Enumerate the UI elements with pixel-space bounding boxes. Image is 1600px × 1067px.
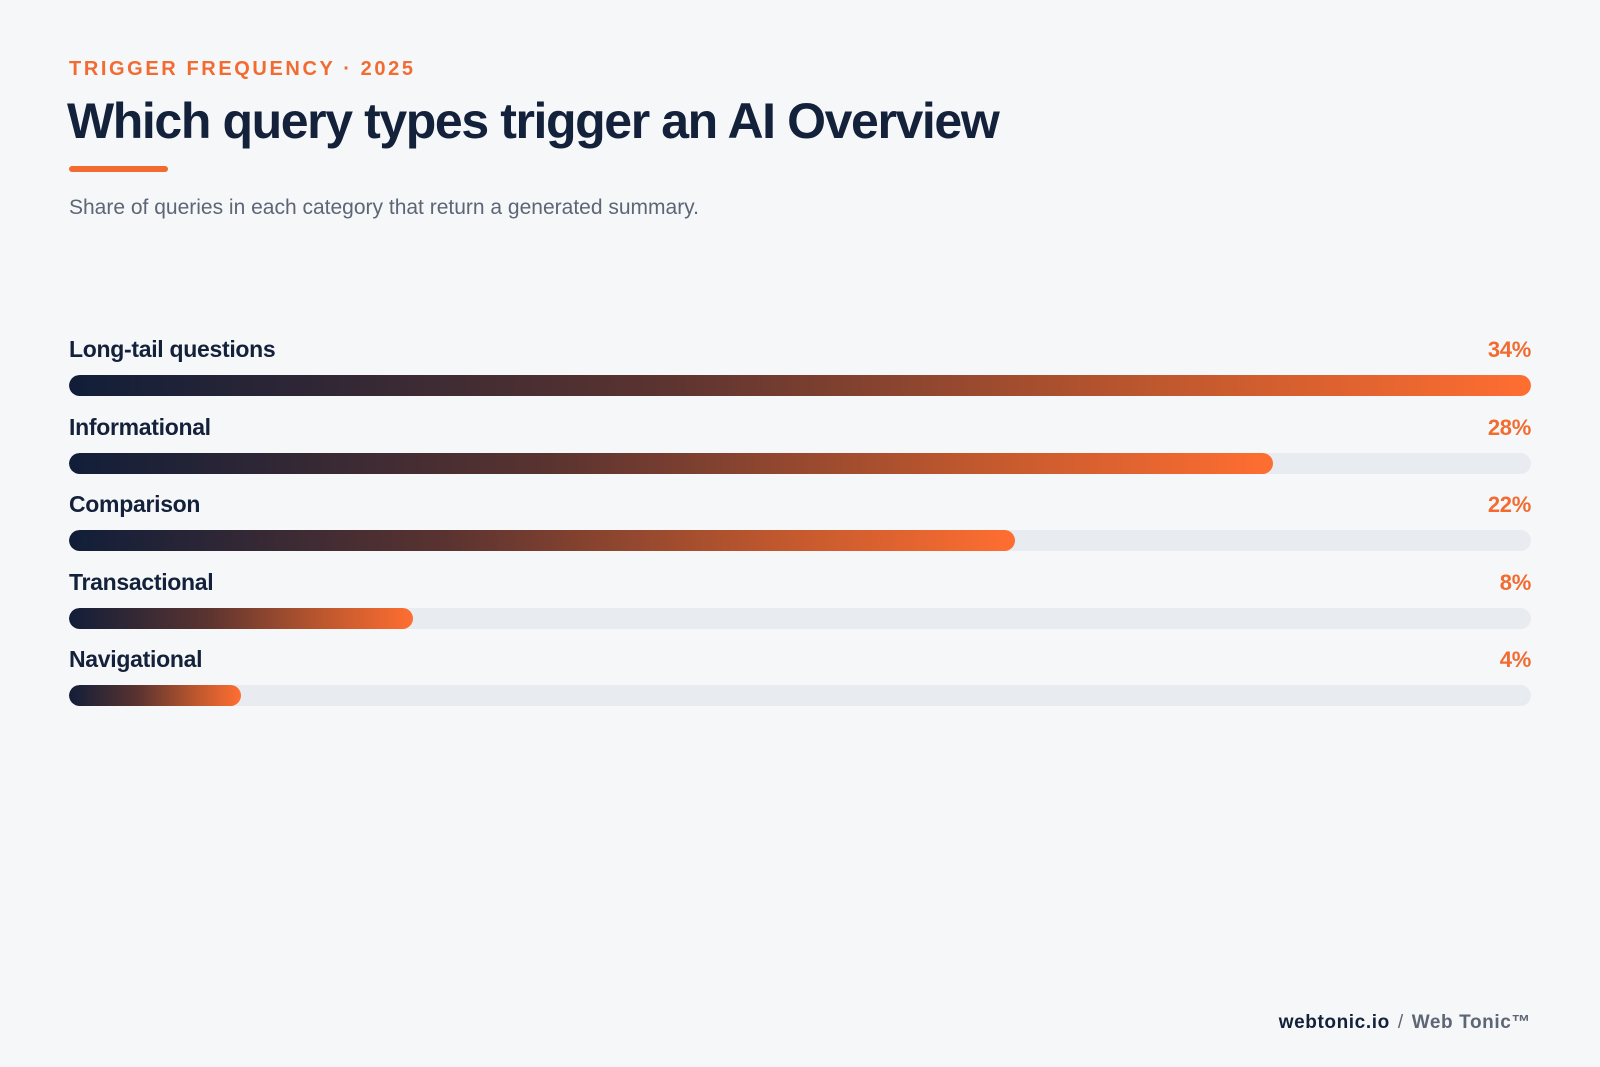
footer-domain: webtonic.io	[1278, 1012, 1390, 1033]
page-title: Which query types trigger an AI Overview	[67, 93, 1000, 149]
title-underline	[69, 166, 168, 172]
bar-row-header: Informational 28%	[69, 414, 1531, 450]
bar-row: Comparison 22%	[69, 491, 1531, 569]
eyebrow-label: TRIGGER FREQUENCY · 2025	[69, 58, 416, 80]
bar-row-header: Comparison 22%	[69, 491, 1531, 527]
category-label: Navigational	[69, 646, 203, 672]
bar-row-header: Long-tail questions 34%	[69, 336, 1531, 372]
value-label: 22%	[1487, 492, 1531, 517]
category-label: Comparison	[69, 491, 201, 517]
bar-row-header: Transactional 8%	[69, 569, 1531, 605]
value-label: 4%	[1499, 647, 1532, 672]
bar-row: Long-tail questions 34%	[69, 336, 1531, 414]
bar-track	[69, 685, 1531, 706]
bar-track	[69, 607, 1531, 629]
bar-fill	[69, 685, 241, 706]
footer-brand: Web Tonic™	[1411, 1012, 1531, 1033]
bar-row: Informational 28%	[69, 414, 1531, 492]
page-subtitle: Share of queries in each category that r…	[69, 196, 699, 219]
bar-chart: Long-tail questions 34% Informational 28% Co…	[69, 336, 1531, 724]
bar-track	[69, 530, 1531, 551]
value-label: 28%	[1487, 414, 1531, 440]
bar-track	[69, 375, 1531, 396]
value-label: 34%	[1487, 337, 1531, 362]
category-label: Informational	[69, 413, 211, 440]
value-label: 8%	[1499, 569, 1532, 595]
bar-fill	[69, 452, 1273, 474]
bar-row: Navigational 4%	[69, 646, 1531, 724]
bar-row-header: Navigational 4%	[69, 646, 1531, 682]
bar-row: Transactional 8%	[69, 569, 1531, 647]
bar-fill	[69, 375, 1531, 396]
footer-separator: /	[1397, 1012, 1404, 1033]
category-label: Transactional	[69, 568, 214, 595]
bar-fill	[69, 607, 413, 629]
bar-track	[69, 452, 1531, 474]
footer-credit: webtonic.io / Web Tonic™	[1279, 1012, 1531, 1034]
bar-fill	[69, 530, 1015, 551]
category-label: Long-tail questions	[69, 336, 276, 362]
